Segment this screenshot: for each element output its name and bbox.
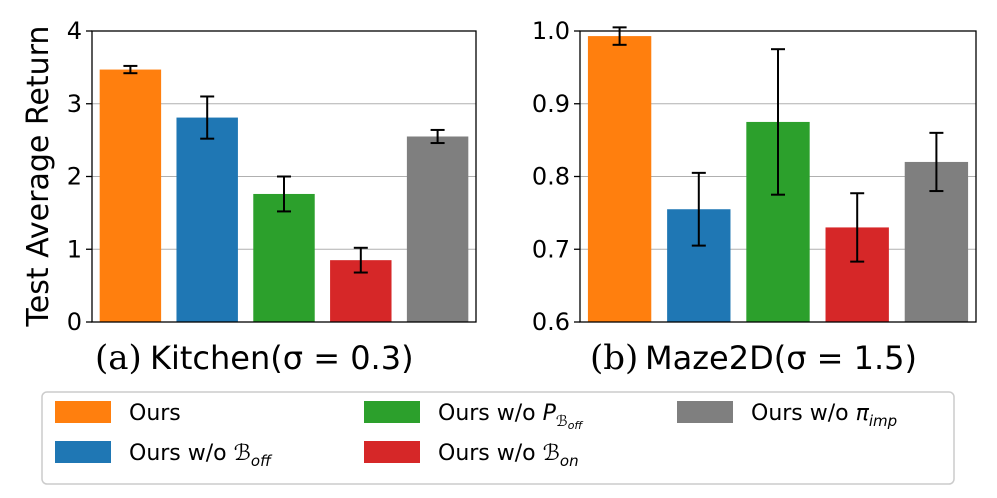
legend: Ours Ours w/o ℬoff Ours w/o Pℬoff Ours w/o … [41,391,955,485]
y-tick-label: 3 [67,90,82,118]
bar [253,193,315,322]
bar [99,69,162,323]
legend-item: Ours w/o Pℬoff [364,401,583,432]
legend-item: Ours w/o πimp [677,401,897,430]
caption-b: (b) Maze2D(σ = 1.5) [590,338,917,378]
caption-b-prefix: (b) [590,338,638,378]
legend-swatch [55,441,111,463]
legend-swatch [364,401,420,423]
y-axis-label: Test Average Return [21,26,56,328]
legend-label: Ours w/o Pℬoff [438,401,583,432]
panel-kitchen: 0 1 2 3 4 [67,17,477,336]
legend-label: Ours w/o ℬon [438,441,579,470]
legend-label: Ours w/o ℬoff [129,441,273,470]
y-tick-label: 4 [67,17,82,45]
error-bar [850,192,865,263]
legend-item: Ours w/o ℬon [364,441,579,470]
bar [406,136,469,322]
legend-swatch [55,401,111,423]
error-bar [200,95,215,140]
error-bar [612,26,627,46]
legend-label: Ours [129,401,181,426]
caption-b-text: Maze2D(σ = 1.5) [645,339,917,377]
error-bar [691,171,706,247]
legend-swatch [364,441,420,463]
y-tick-label: 1.0 [532,17,570,45]
bar [176,117,238,322]
error-bar [771,48,785,196]
caption-a-prefix: (a) [95,338,142,378]
caption-a-text: Kitchen(σ = 0.3) [150,339,414,377]
y-tick-label: 0 [67,308,82,336]
legend-item: Ours w/o ℬoff [55,441,273,470]
legend-item: Ours [55,401,181,426]
caption-a: (a) Kitchen(σ = 0.3) [95,338,414,378]
panel-maze2d: 0.6 0.7 0.8 0.9 1.0 [532,17,977,336]
y-tick-label: 1 [67,235,82,263]
y-tick-label: 0.8 [532,163,570,191]
error-bar [430,128,445,145]
error-bar [353,246,368,274]
y-tick-label: 0.9 [532,90,570,118]
legend-swatch [677,401,733,423]
legend-label: Ours w/o πimp [751,401,897,430]
error-bar [929,131,944,193]
error-bar [277,175,291,213]
y-tick-label: 0.6 [532,308,570,336]
y-tick-label: 2 [67,163,82,191]
bar [587,36,652,322]
y-tick-label: 0.7 [532,235,570,263]
error-bar [123,64,138,75]
